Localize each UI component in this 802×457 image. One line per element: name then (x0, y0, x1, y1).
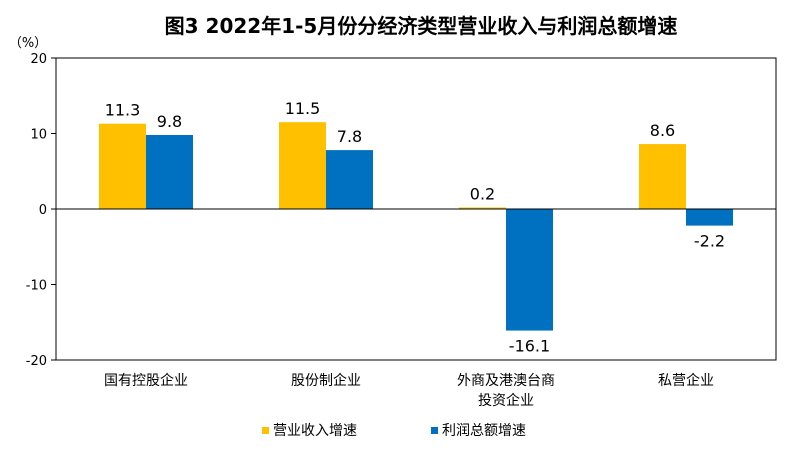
y-axis-unit-label: （%） (9, 36, 47, 51)
bar-data-label: 9.8 (157, 112, 182, 131)
legend: 营业收入增速 利润总额增速 (262, 423, 526, 439)
x-category-label: 股份制企业 (291, 372, 361, 389)
bar-data-label: 11.5 (285, 99, 321, 118)
bar-data-label: -2.2 (694, 232, 725, 251)
bar-data-label: 8.6 (650, 121, 675, 140)
revenue-growth-bar (279, 122, 326, 209)
profit-growth-bar (326, 150, 373, 209)
x-category-label: 国有控股企业 (104, 372, 188, 389)
bar-data-label: -16.1 (509, 337, 550, 356)
x-category-label: 投资企业 (478, 392, 534, 409)
profit-growth-bar (506, 209, 553, 331)
chart-title: 图3 2022年1-5月份分经济类型营业收入与利润总额增速 (165, 14, 678, 38)
bar-data-label: 0.2 (470, 184, 495, 203)
y-tick-label: -20 (26, 354, 47, 369)
bar-data-label: 11.3 (105, 101, 141, 120)
revenue-growth-bar (459, 207, 506, 209)
y-tick-label: 20 (30, 52, 47, 67)
y-tick-label: 10 (30, 128, 47, 143)
legend-swatch-profit (431, 427, 438, 434)
legend-label: 营业收入增速 (273, 423, 357, 439)
x-category-label: 外商及港澳台商 (457, 373, 555, 389)
x-category-label: 私营企业 (658, 372, 714, 389)
y-axis: 20 10 0 -10 -20 (26, 52, 56, 369)
revenue-growth-bar (639, 144, 686, 209)
revenue-growth-bar (99, 123, 146, 209)
bar-data-label: 7.8 (337, 127, 362, 146)
legend-swatch-revenue (262, 427, 269, 434)
profit-growth-bar (686, 209, 733, 226)
y-tick-label: -10 (26, 279, 47, 294)
profit-growth-bar (146, 135, 193, 209)
legend-label: 利润总额增速 (442, 423, 526, 439)
bar-series-group: 11.3 9.8 11.5 7.8 0.2 -16.1 8.6 -2.2 (99, 99, 733, 356)
y-tick-label: 0 (39, 203, 47, 218)
